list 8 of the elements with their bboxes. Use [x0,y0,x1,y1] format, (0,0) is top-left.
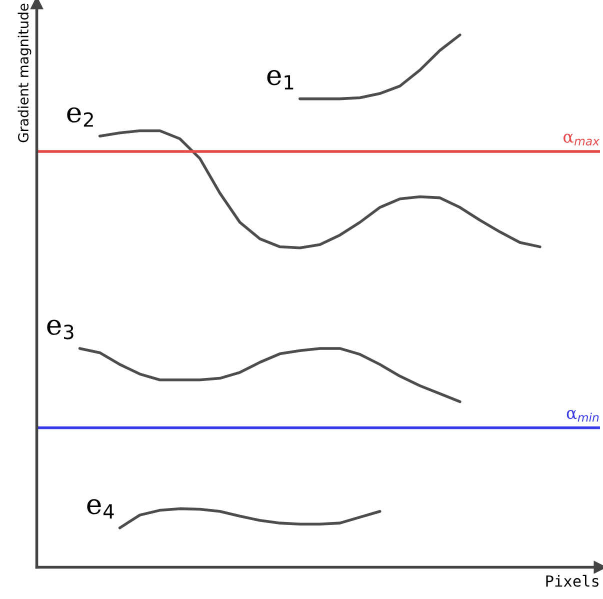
series-label: e$_{4}$ [87,499,114,518]
series-label: e$_{1}$ [267,70,294,90]
series-label: e$_{3}$ [47,320,74,340]
ref-line-label: α$_{max}$ [563,134,600,146]
y-axis-title: Gradient magnitude [18,4,32,142]
x-axis-title: Pixels [546,574,598,587]
ref-line-label: α$_{min}$ [566,410,599,422]
series-label: e$_{2}$ [67,107,93,127]
